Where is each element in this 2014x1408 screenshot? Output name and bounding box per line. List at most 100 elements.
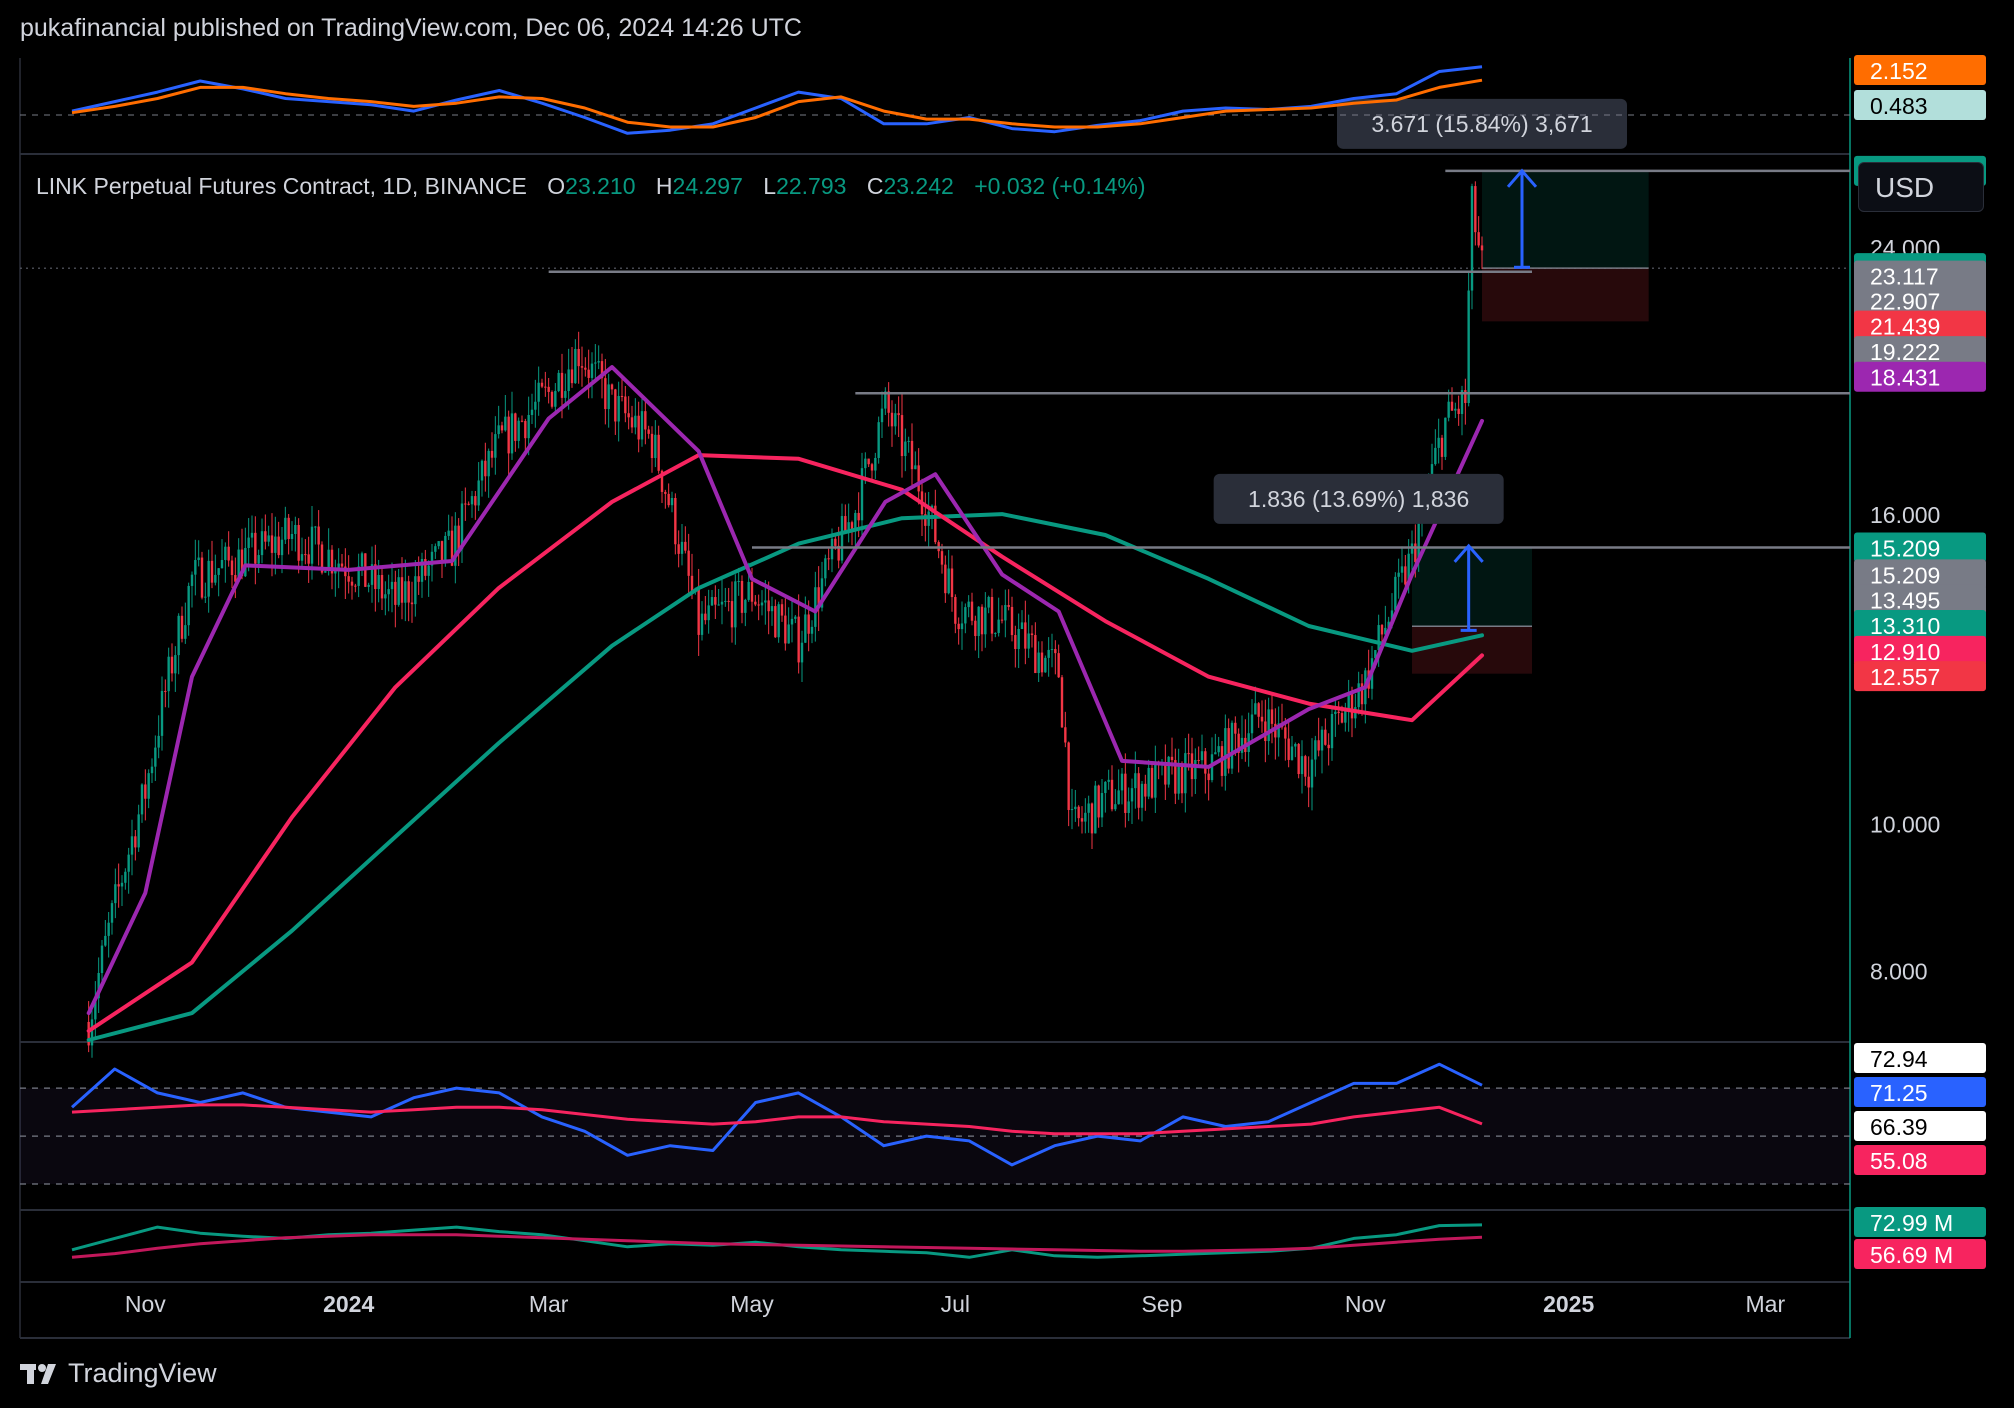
candle-body bbox=[607, 384, 610, 410]
candle-body bbox=[504, 416, 507, 431]
candle-body bbox=[280, 539, 284, 556]
candle bbox=[847, 503, 850, 543]
candle bbox=[1227, 718, 1230, 774]
candle-body bbox=[850, 522, 854, 531]
rsi-badge-1: 71.25 bbox=[1870, 1080, 1928, 1106]
candle bbox=[640, 398, 644, 447]
candle bbox=[350, 576, 354, 600]
candle bbox=[1017, 613, 1020, 669]
candle-body bbox=[1014, 635, 1017, 650]
candle-body bbox=[387, 589, 390, 595]
candle bbox=[544, 371, 547, 397]
candle-body bbox=[890, 412, 894, 427]
candle-body bbox=[390, 581, 394, 590]
candle-body bbox=[1137, 773, 1140, 808]
candle-body bbox=[1417, 522, 1420, 563]
candle-body bbox=[490, 450, 494, 458]
candle-body bbox=[1314, 740, 1317, 760]
candle bbox=[1050, 633, 1054, 668]
time-tick-label: 2025 bbox=[1543, 1291, 1594, 1317]
rsi-badge-3-bg bbox=[1854, 1145, 1986, 1175]
candle bbox=[647, 425, 650, 439]
candle-body bbox=[194, 560, 197, 575]
candle bbox=[494, 416, 497, 475]
measure-label-0: 3.671 (15.84%) 3,671 bbox=[1371, 111, 1592, 137]
candle-body bbox=[97, 973, 100, 999]
candle-body bbox=[270, 535, 274, 553]
candle bbox=[490, 432, 494, 468]
rsi-ma-line bbox=[71, 1103, 1483, 1136]
candle bbox=[664, 489, 667, 509]
candle bbox=[277, 521, 280, 559]
currency-button[interactable]: USD bbox=[1858, 162, 1984, 212]
candle-body bbox=[370, 564, 374, 585]
candle bbox=[984, 592, 987, 648]
candle bbox=[507, 410, 510, 476]
candle bbox=[1317, 717, 1320, 757]
candle-body bbox=[1064, 727, 1067, 743]
candle bbox=[1167, 755, 1170, 788]
candle-body bbox=[310, 526, 314, 564]
candle bbox=[850, 520, 854, 546]
candle-body bbox=[1090, 803, 1094, 834]
candle-body bbox=[524, 421, 527, 439]
candle bbox=[97, 957, 100, 1014]
candle bbox=[777, 601, 780, 643]
candle bbox=[447, 514, 450, 540]
candle-body bbox=[844, 516, 847, 533]
candle-body bbox=[1217, 746, 1220, 753]
tradingview-logo[interactable]: TradingView bbox=[20, 1358, 217, 1389]
candle bbox=[227, 531, 230, 567]
price-axis-badge-11-bg bbox=[1854, 635, 1986, 666]
candle bbox=[804, 596, 807, 643]
candle-body bbox=[1024, 622, 1027, 649]
candle-body bbox=[1460, 390, 1464, 414]
candle bbox=[214, 554, 217, 586]
candle-body bbox=[240, 549, 244, 577]
candle bbox=[1060, 674, 1064, 728]
candle bbox=[1337, 701, 1340, 725]
candle bbox=[824, 554, 827, 587]
candle bbox=[974, 615, 977, 651]
candle bbox=[400, 557, 404, 620]
candle bbox=[317, 510, 320, 566]
time-tick-label: Sep bbox=[1142, 1291, 1183, 1317]
candle-body bbox=[1434, 447, 1437, 465]
candle-body bbox=[750, 581, 754, 602]
candle-body bbox=[987, 597, 990, 608]
candle-body bbox=[1054, 649, 1057, 654]
candle-body bbox=[1177, 763, 1180, 794]
top-bar: pukafinancial published on TradingView.c… bbox=[0, 0, 2014, 58]
candle-body bbox=[820, 578, 824, 608]
candle-body bbox=[1200, 751, 1204, 761]
candle bbox=[1097, 784, 1100, 828]
candle bbox=[467, 501, 470, 506]
candle-body bbox=[620, 395, 624, 397]
price-axis-badge-4-bg bbox=[1854, 310, 1986, 341]
candle bbox=[534, 379, 537, 428]
candle bbox=[1090, 802, 1094, 849]
candle bbox=[880, 391, 884, 439]
candle-body bbox=[367, 584, 370, 587]
price-axis-badge-8: 15.209 bbox=[1870, 562, 1940, 588]
candle bbox=[1184, 738, 1187, 813]
candle bbox=[814, 571, 817, 642]
volume-badge-1-bg bbox=[1854, 1239, 1986, 1269]
position-stop-zone-0[interactable] bbox=[1482, 268, 1649, 322]
candle bbox=[157, 715, 160, 759]
candle-body bbox=[107, 922, 110, 936]
candle-body bbox=[834, 538, 837, 546]
candle-body bbox=[267, 535, 270, 542]
candle-body bbox=[950, 568, 954, 598]
candle bbox=[587, 349, 590, 399]
candle-body bbox=[984, 607, 987, 635]
candle-body bbox=[720, 601, 724, 605]
candle bbox=[344, 548, 347, 600]
candle-body bbox=[1377, 625, 1380, 651]
position-target-zone-1[interactable] bbox=[1412, 547, 1532, 627]
candle bbox=[907, 436, 910, 453]
volume-badge-1: 56.69 M bbox=[1870, 1242, 1953, 1268]
candle-body bbox=[190, 574, 194, 586]
position-target-zone-0[interactable] bbox=[1482, 170, 1649, 269]
